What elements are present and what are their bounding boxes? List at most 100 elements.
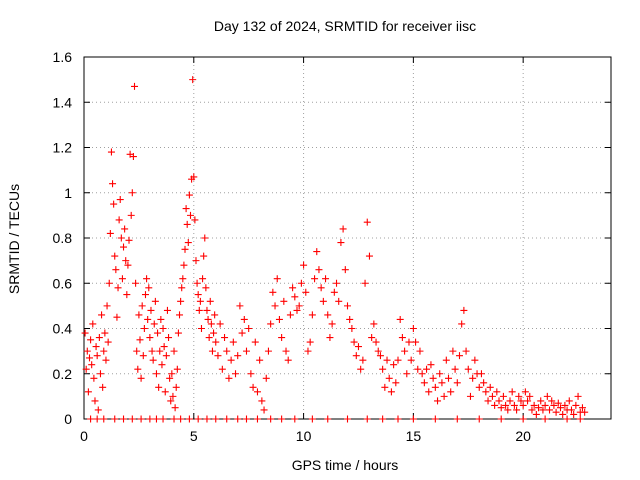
data-point bbox=[172, 383, 180, 391]
data-point bbox=[212, 338, 220, 346]
data-point bbox=[113, 313, 121, 321]
data-point bbox=[339, 225, 347, 233]
data-point bbox=[168, 370, 176, 378]
data-point bbox=[149, 356, 157, 364]
data-point bbox=[156, 347, 164, 355]
data-point bbox=[238, 329, 246, 337]
data-point bbox=[324, 311, 332, 319]
data-point bbox=[491, 401, 499, 409]
data-point bbox=[374, 347, 382, 355]
data-point bbox=[271, 302, 279, 310]
data-point bbox=[379, 415, 387, 423]
data-point bbox=[460, 306, 468, 314]
data-point bbox=[322, 275, 330, 283]
data-point bbox=[165, 334, 173, 342]
grid-lines bbox=[84, 57, 611, 419]
data-point bbox=[284, 356, 292, 364]
data-point bbox=[286, 311, 294, 319]
data-point bbox=[128, 189, 136, 197]
data-point bbox=[423, 365, 431, 373]
data-point bbox=[212, 415, 220, 423]
data-point bbox=[225, 374, 233, 382]
data-point bbox=[104, 338, 112, 346]
data-point bbox=[495, 397, 503, 405]
data-point bbox=[214, 352, 222, 360]
data-point bbox=[107, 148, 115, 156]
x-tick-label: 5 bbox=[190, 428, 198, 444]
data-point bbox=[306, 338, 314, 346]
data-point bbox=[574, 392, 582, 400]
data-point bbox=[229, 338, 237, 346]
data-point bbox=[262, 374, 270, 382]
data-point bbox=[420, 379, 428, 387]
y-tick-label: 0.8 bbox=[53, 230, 73, 246]
data-point bbox=[438, 379, 446, 387]
data-point bbox=[546, 406, 554, 414]
data-point bbox=[273, 275, 281, 283]
data-point bbox=[150, 320, 158, 328]
data-point bbox=[124, 261, 132, 269]
data-point bbox=[368, 334, 376, 342]
data-point bbox=[193, 279, 201, 287]
data-point bbox=[208, 347, 216, 355]
x-tick-label: 0 bbox=[80, 428, 88, 444]
data-point bbox=[482, 388, 490, 396]
x-tick-labels: 0 5 10 15 20 bbox=[80, 428, 531, 444]
data-point bbox=[131, 82, 139, 90]
data-point bbox=[344, 302, 351, 310]
data-point bbox=[151, 297, 159, 305]
data-point bbox=[293, 306, 301, 314]
data-point bbox=[258, 397, 266, 405]
data-point bbox=[202, 284, 210, 292]
data-point bbox=[275, 315, 283, 323]
y-tick-label: 0.4 bbox=[53, 321, 73, 337]
data-point bbox=[170, 347, 178, 355]
data-point bbox=[203, 306, 211, 314]
data-point bbox=[510, 401, 518, 409]
data-point bbox=[183, 220, 191, 228]
data-point bbox=[160, 343, 168, 351]
data-point bbox=[376, 352, 384, 360]
data-point bbox=[141, 291, 149, 299]
data-point bbox=[341, 266, 349, 274]
data-point bbox=[521, 388, 529, 396]
data-point bbox=[440, 392, 448, 400]
data-point bbox=[394, 356, 402, 364]
data-point bbox=[234, 415, 242, 423]
data-point bbox=[93, 415, 101, 423]
data-point bbox=[147, 306, 155, 314]
data-point bbox=[414, 365, 422, 373]
data-points bbox=[81, 76, 589, 423]
data-point bbox=[530, 401, 538, 409]
data-point bbox=[264, 347, 272, 355]
data-point bbox=[127, 211, 135, 219]
data-point bbox=[196, 297, 204, 305]
data-point bbox=[146, 334, 154, 342]
data-point bbox=[466, 392, 474, 400]
data-point bbox=[176, 311, 184, 319]
data-point bbox=[242, 347, 250, 355]
data-point bbox=[129, 153, 137, 161]
data-point bbox=[103, 302, 111, 310]
data-point bbox=[451, 365, 459, 373]
data-point bbox=[194, 415, 202, 423]
data-point bbox=[240, 315, 248, 323]
data-point bbox=[458, 320, 466, 328]
data-point bbox=[118, 275, 126, 283]
data-point bbox=[554, 399, 562, 407]
data-point bbox=[477, 370, 485, 378]
data-point bbox=[159, 325, 167, 332]
data-point bbox=[100, 415, 108, 423]
data-point bbox=[139, 352, 147, 360]
data-point bbox=[346, 315, 354, 323]
y-tick-label: 0.6 bbox=[53, 275, 73, 291]
data-point bbox=[110, 200, 118, 208]
data-point bbox=[425, 388, 433, 396]
data-point bbox=[181, 245, 189, 253]
data-point bbox=[96, 370, 104, 378]
data-point bbox=[87, 415, 95, 423]
data-point bbox=[155, 383, 163, 391]
data-point bbox=[396, 315, 404, 323]
data-point bbox=[204, 315, 212, 323]
data-point bbox=[223, 347, 231, 355]
